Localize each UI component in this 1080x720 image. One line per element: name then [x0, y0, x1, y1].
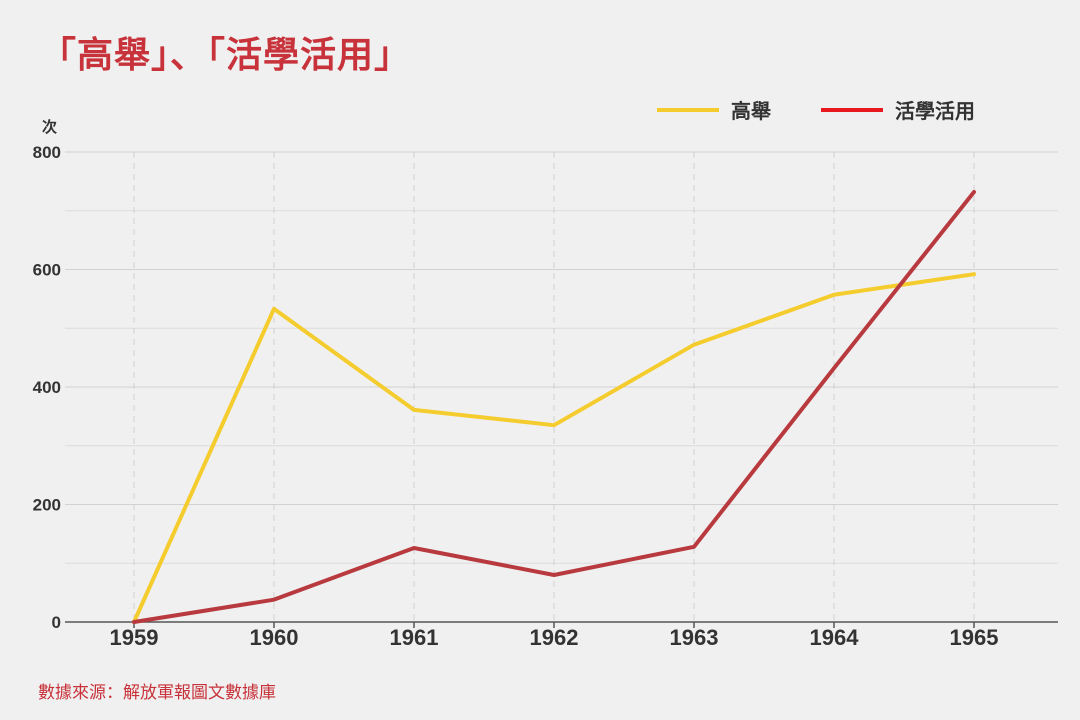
y-tick-label: 0: [52, 613, 61, 632]
x-tick-label: 1962: [530, 625, 579, 650]
series-line-2: [132, 189, 976, 624]
x-tick-label: 1963: [670, 625, 719, 650]
y-axis-unit-label: 次: [42, 118, 57, 136]
y-tick-label: 200: [33, 496, 61, 515]
legend-label-2: 活學活用: [895, 99, 975, 123]
x-tick-label: 1960: [250, 625, 299, 650]
y-tick-label: 400: [33, 378, 61, 397]
source-note: 數據來源：解放軍報圖文數據庫: [38, 683, 276, 703]
x-tick-label: 1961: [390, 625, 439, 650]
series-line-1: [132, 272, 976, 624]
legend-label-1: 高舉: [731, 99, 772, 123]
y-tick-label: 800: [33, 143, 61, 162]
y-tick-label: 600: [33, 261, 61, 280]
x-tick-label: 1964: [810, 625, 860, 650]
x-tick-label: 1959: [110, 625, 159, 650]
x-tick-label: 1965: [950, 625, 999, 650]
chart-title: 「高舉」、「活學活用」: [40, 35, 412, 76]
